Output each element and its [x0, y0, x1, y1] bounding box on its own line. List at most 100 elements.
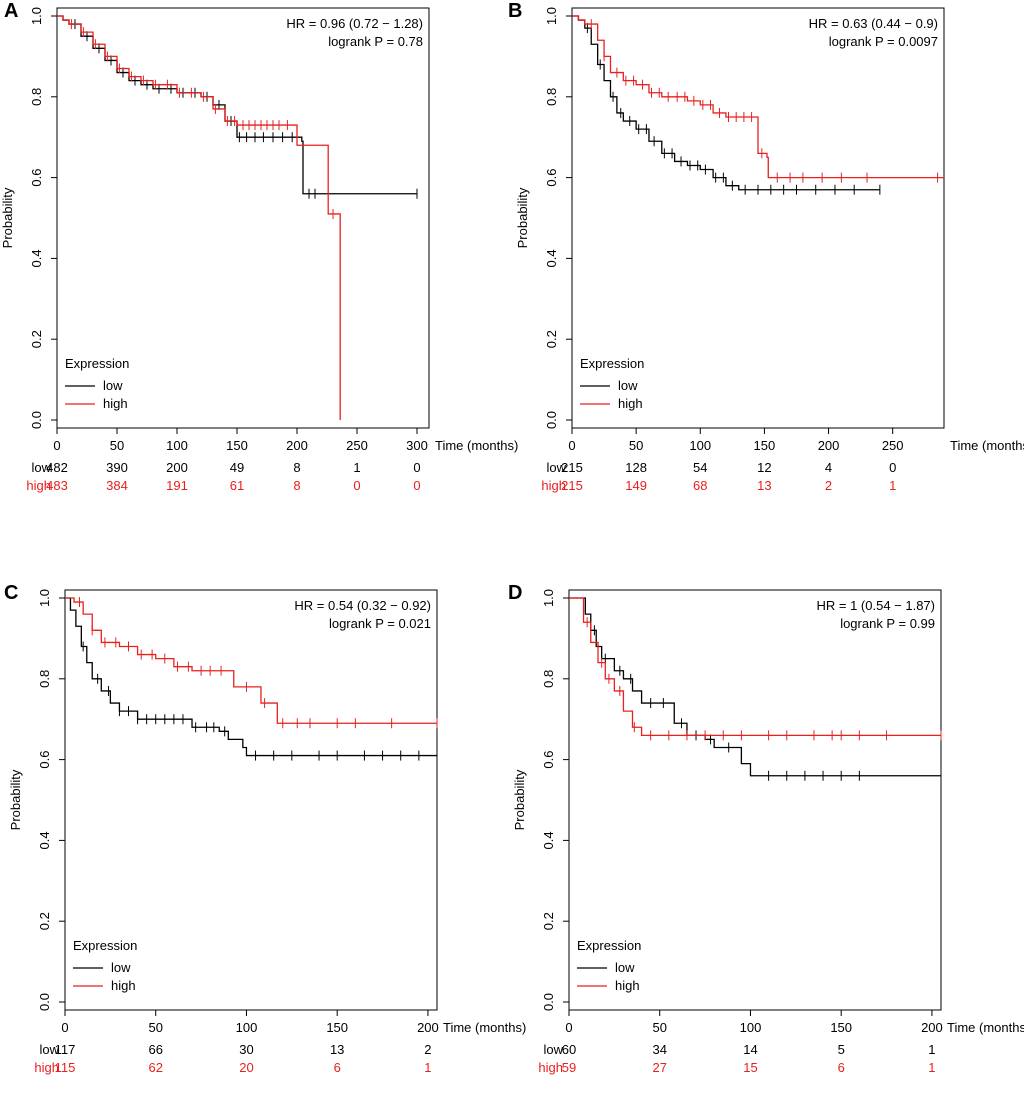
legend-title: Expression — [65, 356, 129, 371]
risk-value: 215 — [561, 478, 583, 493]
x-tick-label: 200 — [921, 1020, 943, 1035]
risk-value: 14 — [743, 1042, 757, 1057]
legend-title: Expression — [580, 356, 644, 371]
risk-value: 6 — [334, 1060, 341, 1075]
x-tick-label: 100 — [166, 438, 188, 453]
logrank-p-text: logrank P = 0.021 — [329, 616, 431, 631]
x-tick-label: 50 — [629, 438, 643, 453]
curve-high — [569, 597, 941, 737]
x-tick-label: 200 — [818, 438, 840, 453]
risk-value: 482 — [46, 460, 68, 475]
risk-value: 8 — [293, 460, 300, 475]
x-tick-label: 150 — [226, 438, 248, 453]
km-panel-d: 0.0 0.2 0.4 0.6 0.8 1.0 Probability 0 50 100 150 20… — [512, 589, 1024, 1075]
y-tick-label: 0.6 — [29, 169, 44, 187]
hazard-ratio-text: HR = 0.63 (0.44 − 0.9) — [809, 16, 938, 31]
x-axis-label: Time (months) — [443, 1020, 526, 1035]
curve-low — [65, 597, 437, 757]
y-tick-label: 0.8 — [29, 88, 44, 106]
y-tick-label: 0.4 — [29, 249, 44, 267]
hazard-ratio-text: HR = 0.96 (0.72 − 1.28) — [286, 16, 423, 31]
risk-value: 13 — [757, 478, 771, 493]
risk-value: 1 — [353, 460, 360, 475]
risk-value: 2 — [825, 478, 832, 493]
risk-row-label: low — [39, 1042, 59, 1057]
legend-label-low: low — [615, 960, 635, 975]
x-tick-label: 200 — [286, 438, 308, 453]
x-tick-label: 0 — [565, 1020, 572, 1035]
risk-row-label: low — [546, 460, 566, 475]
risk-value: 384 — [106, 478, 128, 493]
risk-value: 149 — [625, 478, 647, 493]
risk-value: 12 — [757, 460, 771, 475]
risk-row-label: high — [541, 478, 566, 493]
risk-value: 60 — [562, 1042, 576, 1057]
risk-row-label: high — [538, 1060, 563, 1075]
survival-curves — [572, 15, 944, 195]
legend-label-high: high — [615, 978, 640, 993]
x-tick-label: 250 — [882, 438, 904, 453]
x-tick-label: 150 — [754, 438, 776, 453]
risk-value: 8 — [293, 478, 300, 493]
x-tick-label: 200 — [417, 1020, 439, 1035]
risk-value: 5 — [838, 1042, 845, 1057]
risk-row-label: high — [34, 1060, 59, 1075]
logrank-p-text: logrank P = 0.0097 — [829, 34, 938, 49]
y-tick-label: 0.0 — [544, 411, 559, 429]
y-tick-label: 0.8 — [541, 670, 556, 688]
y-tick-label: 0.2 — [541, 912, 556, 930]
plot-frame — [64, 589, 438, 1011]
y-tick-label: 0.8 — [37, 670, 52, 688]
legend-title: Expression — [577, 938, 641, 953]
legend-label-low: low — [618, 378, 638, 393]
y-axis-label: Probability — [515, 187, 530, 248]
curve-low — [569, 597, 941, 777]
risk-value: 215 — [561, 460, 583, 475]
y-tick-label: 1.0 — [37, 589, 52, 607]
risk-value: 4 — [825, 460, 832, 475]
curve-high — [572, 15, 944, 179]
risk-value: 0 — [413, 478, 420, 493]
y-tick-label: 0.4 — [544, 249, 559, 267]
y-axis-label: Probability — [8, 769, 23, 830]
risk-value: 6 — [838, 1060, 845, 1075]
risk-value: 1 — [889, 478, 896, 493]
y-tick-label: 0.0 — [541, 993, 556, 1011]
risk-value: 30 — [239, 1042, 253, 1057]
risk-value: 0 — [889, 460, 896, 475]
panel-label-c: C — [4, 582, 19, 604]
legend-label-high: high — [111, 978, 136, 993]
risk-value: 0 — [353, 478, 360, 493]
risk-row-label: low — [31, 460, 51, 475]
y-tick-label: 0.4 — [541, 831, 556, 849]
risk-value: 117 — [55, 1042, 76, 1057]
legend-title: Expression — [73, 938, 137, 953]
risk-value: 59 — [562, 1060, 576, 1075]
logrank-p-text: logrank P = 0.78 — [328, 34, 423, 49]
risk-value: 1 — [424, 1060, 431, 1075]
x-axis-label: Time (months) — [435, 438, 518, 453]
risk-value: 1 — [928, 1042, 935, 1057]
survival-curves — [569, 597, 942, 781]
risk-value: 128 — [625, 460, 647, 475]
y-tick-label: 1.0 — [544, 7, 559, 25]
logrank-p-text: logrank P = 0.99 — [840, 616, 935, 631]
risk-value: 66 — [148, 1042, 162, 1057]
panel-label-d: D — [508, 582, 523, 604]
x-tick-label: 0 — [53, 438, 60, 453]
legend-label-low: low — [111, 960, 131, 975]
x-tick-label: 50 — [652, 1020, 666, 1035]
risk-value: 68 — [693, 478, 707, 493]
hazard-ratio-text: HR = 1 (0.54 − 1.87) — [816, 598, 935, 613]
x-tick-label: 50 — [148, 1020, 162, 1035]
risk-value: 2 — [424, 1042, 431, 1057]
y-tick-label: 0.6 — [541, 751, 556, 769]
x-tick-label: 100 — [740, 1020, 762, 1035]
y-tick-label: 0.6 — [37, 751, 52, 769]
risk-value: 27 — [652, 1060, 666, 1075]
plot-frame — [56, 7, 430, 429]
y-tick-label: 0.0 — [37, 993, 52, 1011]
risk-value: 54 — [693, 460, 707, 475]
